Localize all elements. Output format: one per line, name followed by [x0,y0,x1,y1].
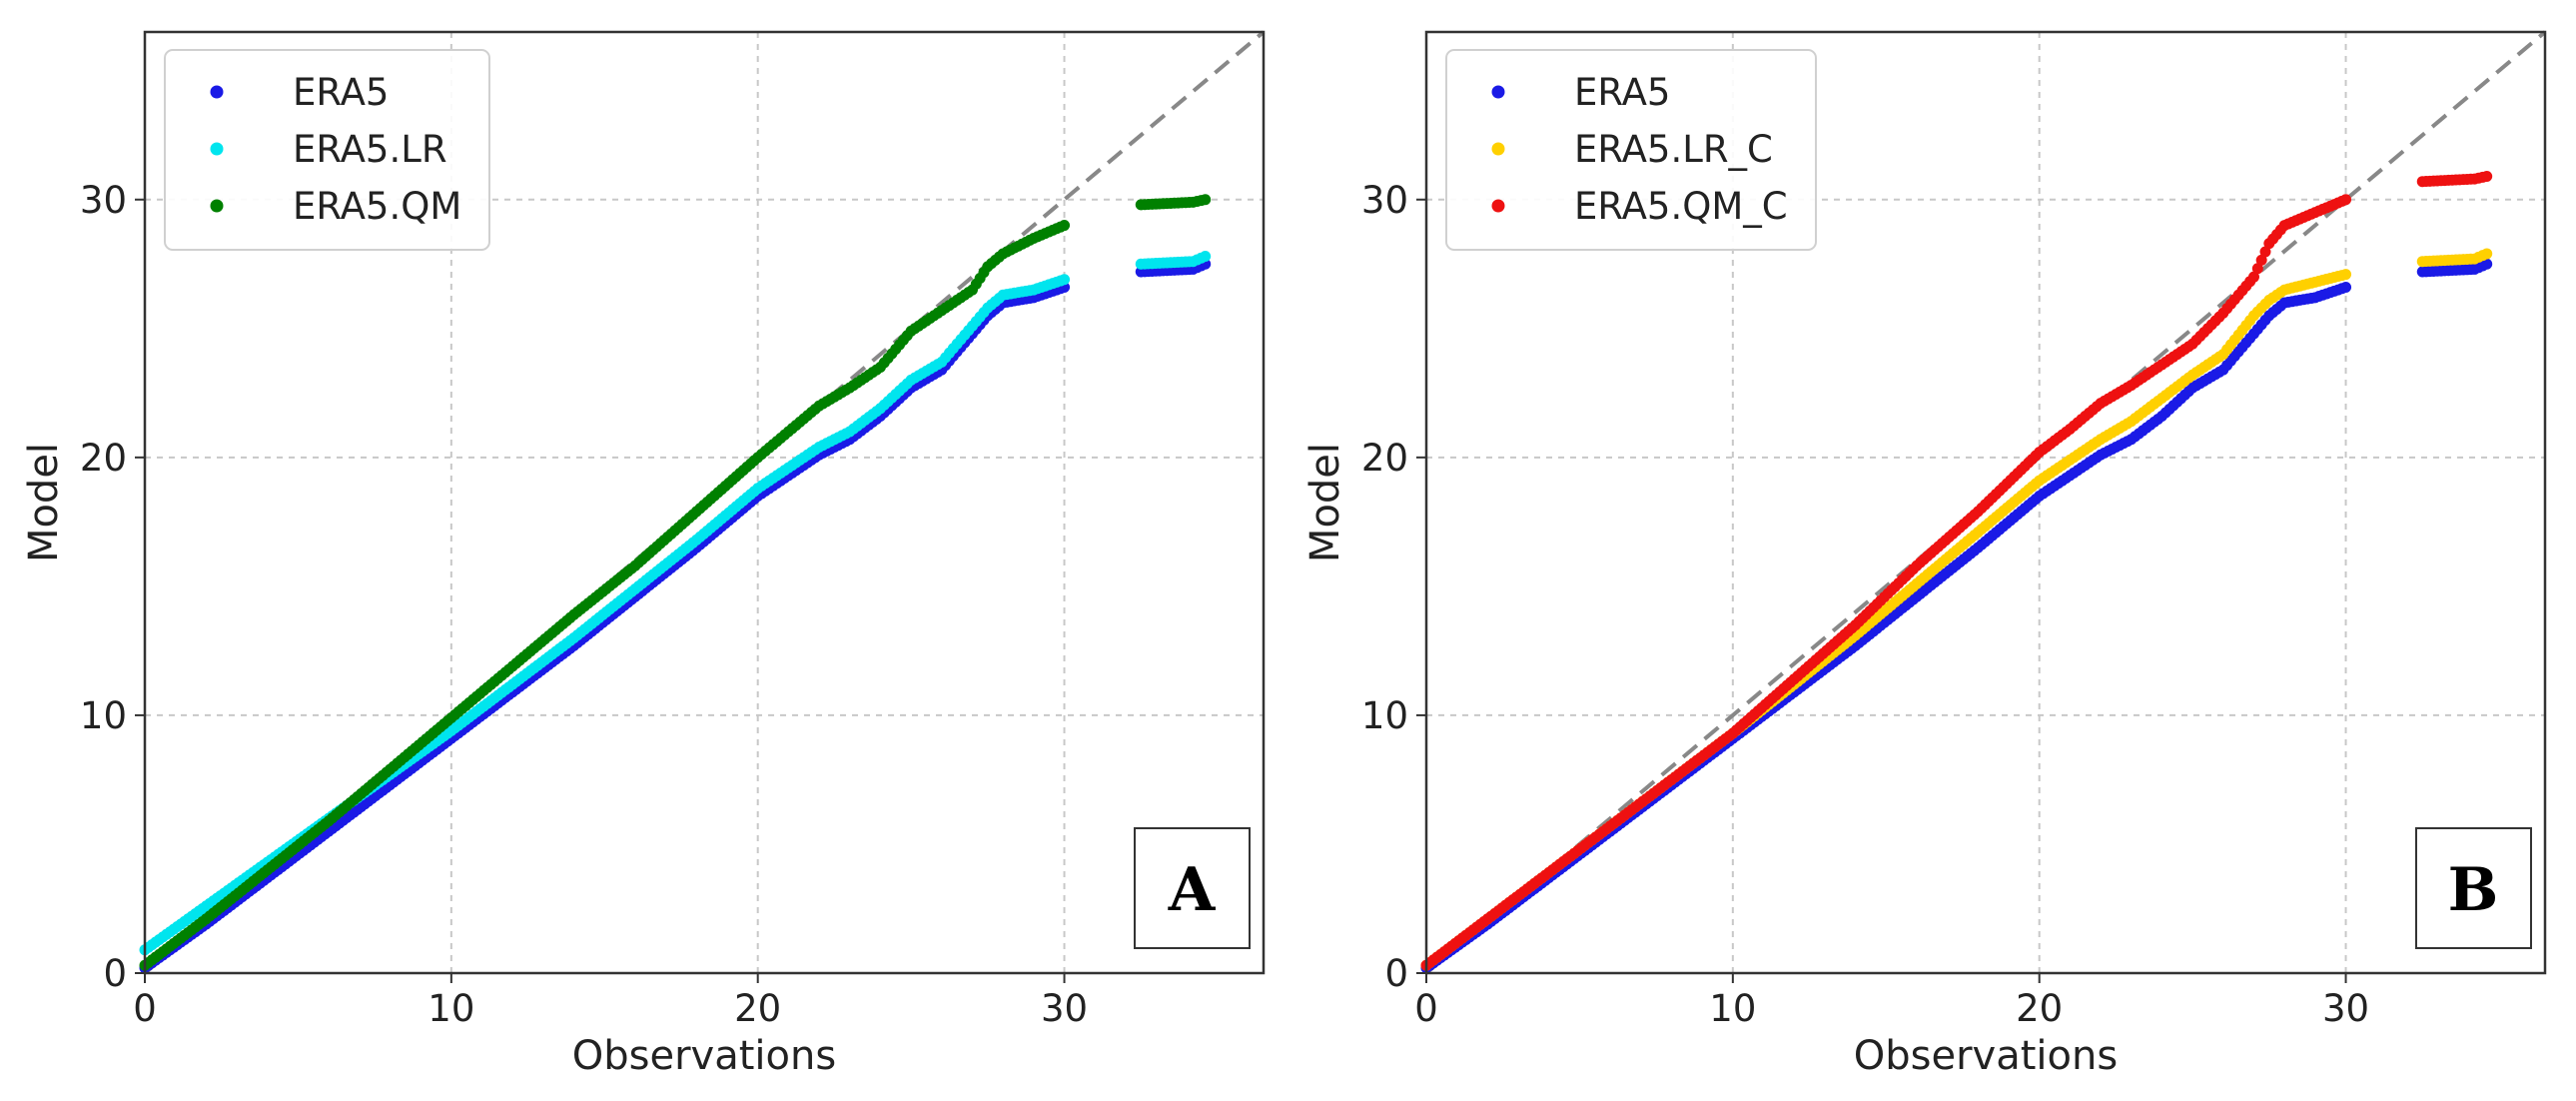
legend-marker [210,85,224,99]
data-point [1059,220,1071,232]
data-point [2481,171,2493,183]
legend-marker [210,142,224,156]
data-point [2251,263,2263,275]
y-tick-label: 20 [80,437,127,480]
legend-entry: ERA5 [1574,71,1670,114]
x-tick-label: 10 [1709,987,1756,1030]
panel-label: B [2448,855,2499,925]
data-point [1059,274,1071,286]
panel-label-box [2415,827,2532,949]
plot-frame [1424,30,2547,975]
data-point [2259,246,2271,258]
data-point [1200,194,1212,206]
x-tick-label: 10 [428,987,474,1030]
series-era5 [139,258,1212,974]
x-tick-label: 30 [2322,987,2369,1030]
y-tick-label: 10 [80,694,127,737]
chart-panel-B: 0 10 20 30 0 10 20 30 Observations Model ERA5 ERA5.… [1302,30,2547,1079]
y-tick-label: 0 [103,952,127,995]
data-point [2340,194,2352,206]
data-point [2340,269,2352,281]
x-tick-label: 20 [734,987,781,1030]
data-point [2481,248,2493,260]
legend-entry: ERA5.LR [293,128,447,171]
legend-box [164,49,490,251]
legend-marker [210,199,224,213]
legend-marker [1491,85,1505,99]
legend-entry: ERA5.QM_C [1574,185,1788,228]
chart-panel-A: 0 10 20 30 0 10 20 30 Observations Model ERA5 ERA5.… [21,30,1266,1079]
panel-label-box [1134,827,1251,949]
series-era5-lr-c [1420,248,2493,971]
x-tick-label: 0 [133,987,157,1030]
plot-frame [143,30,1266,975]
legend: ERA5 ERA5.LR ERA5.QM [164,49,490,251]
series-era5 [1420,258,2493,974]
x-tick-label: 0 [1414,987,1438,1030]
y-tick-label: 30 [1361,179,1408,222]
legend: ERA5 ERA5.LR_C ERA5.QM_C [1445,49,1817,251]
y-tick-label: 30 [80,179,127,222]
y-axis-label: Model [1302,443,1348,562]
data-point [2340,282,2352,294]
y-tick-label: 0 [1384,952,1408,995]
x-tick-label: 20 [2016,987,2063,1030]
y-tick-label: 20 [1361,437,1408,480]
legend-marker [1491,199,1505,213]
legend-entry: ERA5.QM [293,185,461,228]
y-axis-label: Model [21,443,67,562]
x-tick-label: 30 [1041,987,1088,1030]
data-point [2247,271,2259,283]
legend-box [1445,49,1817,251]
legend-entry: ERA5 [293,71,389,114]
x-axis-label: Observations [572,1033,836,1079]
series-era5-qm [139,194,1212,971]
data-point [2255,254,2267,266]
panel-label: A [1168,855,1217,925]
x-axis-label: Observations [1854,1033,2118,1079]
legend-marker [1491,142,1505,156]
data-point [1200,251,1212,263]
legend-entry: ERA5.LR_C [1574,128,1773,171]
data-point [2481,258,2493,270]
series-era5-qm-c [1420,171,2493,971]
y-tick-label: 10 [1361,694,1408,737]
